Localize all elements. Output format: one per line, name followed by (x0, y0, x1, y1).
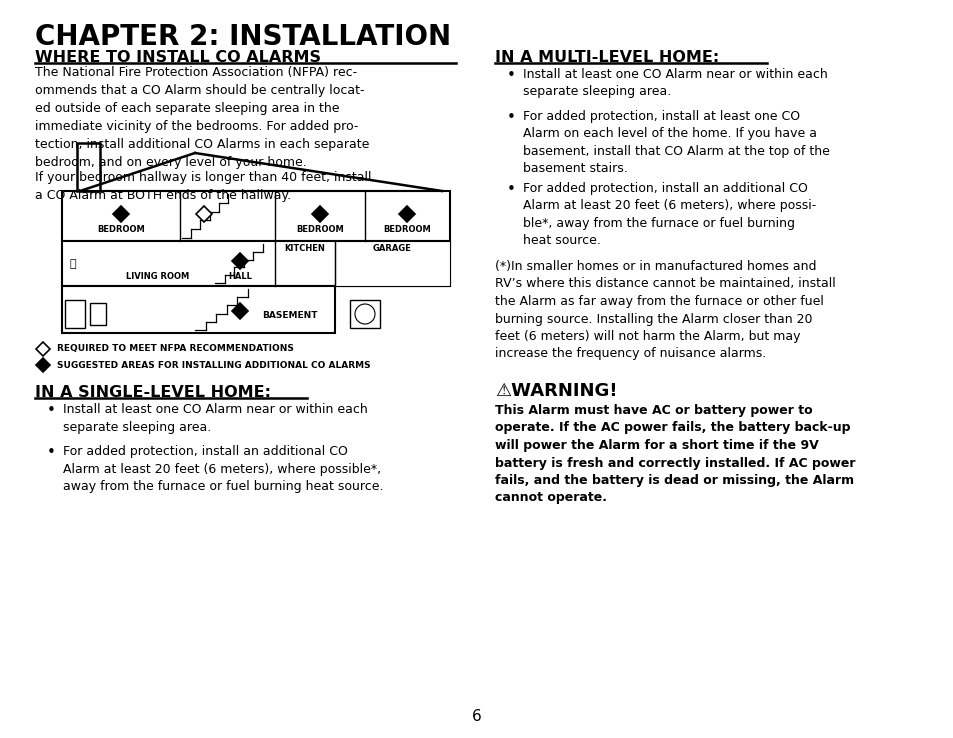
FancyBboxPatch shape (65, 300, 85, 328)
Text: •: • (47, 403, 56, 418)
Polygon shape (232, 253, 248, 269)
Circle shape (355, 304, 375, 324)
FancyBboxPatch shape (90, 303, 106, 325)
Polygon shape (398, 206, 415, 222)
Text: BEDROOM: BEDROOM (97, 225, 145, 234)
Text: REQUIRED TO MEET NFPA RECOMMENDATIONS: REQUIRED TO MEET NFPA RECOMMENDATIONS (57, 345, 294, 354)
Text: For added protection, install an additional CO
Alarm at least 20 feet (6 meters): For added protection, install an additio… (63, 445, 383, 493)
FancyBboxPatch shape (62, 241, 450, 286)
Polygon shape (195, 206, 212, 222)
Text: •: • (506, 182, 516, 197)
Text: CHAPTER 2: INSTALLATION: CHAPTER 2: INSTALLATION (35, 23, 451, 51)
Text: Install at least one CO Alarm near or within each
separate sleeping area.: Install at least one CO Alarm near or wi… (63, 403, 367, 433)
Text: IN A SINGLE-LEVEL HOME:: IN A SINGLE-LEVEL HOME: (35, 385, 271, 400)
Text: For added protection, install at least one CO
Alarm on each level of the home. I: For added protection, install at least o… (522, 110, 829, 176)
FancyBboxPatch shape (335, 241, 450, 286)
Polygon shape (77, 143, 100, 191)
Text: If your bedroom hallway is longer than 40 feet, install
a CO Alarm at BOTH ends : If your bedroom hallway is longer than 4… (35, 171, 371, 202)
Text: SUGGESTED AREAS FOR INSTALLING ADDITIONAL CO ALARMS: SUGGESTED AREAS FOR INSTALLING ADDITIONA… (57, 360, 370, 370)
Text: BASEMENT: BASEMENT (262, 311, 317, 320)
Text: LIVING ROOM: LIVING ROOM (126, 272, 190, 281)
Polygon shape (232, 303, 248, 319)
Text: HALL: HALL (228, 272, 252, 281)
Text: ⚠WARNING!: ⚠WARNING! (495, 382, 617, 400)
Polygon shape (36, 358, 50, 372)
Text: KITCHEN: KITCHEN (284, 244, 325, 253)
Text: BEDROOM: BEDROOM (295, 225, 343, 234)
Text: •: • (506, 110, 516, 125)
Polygon shape (36, 342, 50, 356)
Text: BEDROOM: BEDROOM (383, 225, 431, 234)
FancyBboxPatch shape (62, 191, 450, 241)
Text: 6: 6 (472, 709, 481, 724)
Text: 🔥: 🔥 (70, 259, 76, 269)
Text: •: • (47, 445, 56, 460)
Text: (*)In smaller homes or in manufactured homes and
RV’s where this distance cannot: (*)In smaller homes or in manufactured h… (495, 260, 835, 360)
Text: GARAGE: GARAGE (373, 244, 411, 253)
Text: WHERE TO INSTALL CO ALARMS: WHERE TO INSTALL CO ALARMS (35, 50, 320, 65)
FancyBboxPatch shape (62, 286, 335, 333)
Text: This Alarm must have AC or battery power to
operate. If the AC power fails, the : This Alarm must have AC or battery power… (495, 404, 855, 505)
Text: For added protection, install an additional CO
Alarm at least 20 feet (6 meters): For added protection, install an additio… (522, 182, 816, 247)
Text: IN A MULTI-LEVEL HOME:: IN A MULTI-LEVEL HOME: (495, 50, 719, 65)
Text: Install at least one CO Alarm near or within each
separate sleeping area.: Install at least one CO Alarm near or wi… (522, 68, 827, 98)
Polygon shape (112, 206, 129, 222)
Text: The National Fire Protection Association (NFPA) rec-
ommends that a CO Alarm sho: The National Fire Protection Association… (35, 66, 369, 169)
Polygon shape (312, 206, 328, 222)
FancyBboxPatch shape (350, 300, 379, 328)
Text: •: • (506, 68, 516, 83)
